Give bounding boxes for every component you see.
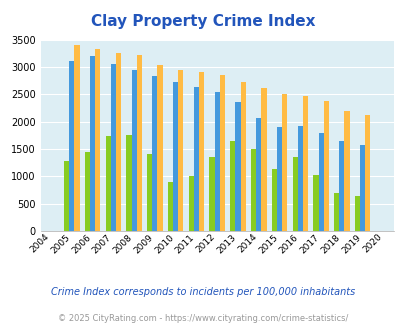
Bar [333, 193, 339, 231]
Bar [131, 70, 136, 231]
Bar [219, 75, 224, 231]
Bar [359, 145, 364, 231]
Text: Crime Index corresponds to incidents per 100,000 inhabitants: Crime Index corresponds to incidents per… [51, 287, 354, 297]
Text: © 2025 CityRating.com - https://www.cityrating.com/crime-statistics/: © 2025 CityRating.com - https://www.city… [58, 314, 347, 323]
Bar [198, 72, 204, 231]
Bar [313, 175, 318, 231]
Bar [116, 53, 121, 231]
Bar [302, 96, 307, 231]
Bar [256, 118, 261, 231]
Bar [178, 70, 183, 231]
Bar [297, 126, 302, 231]
Bar [167, 182, 173, 231]
Bar [250, 149, 256, 231]
Bar [111, 64, 116, 231]
Bar [240, 82, 245, 231]
Bar [271, 169, 276, 231]
Bar [261, 88, 266, 231]
Bar [74, 45, 79, 231]
Bar [126, 135, 131, 231]
Bar [235, 103, 240, 231]
Bar [323, 101, 328, 231]
Bar [354, 196, 359, 231]
Bar [147, 154, 152, 231]
Bar [281, 94, 287, 231]
Bar [64, 161, 69, 231]
Bar [364, 115, 369, 231]
Bar [292, 157, 297, 231]
Bar [276, 126, 281, 231]
Bar [230, 141, 235, 231]
Bar [209, 157, 214, 231]
Text: Clay Property Crime Index: Clay Property Crime Index [91, 14, 314, 29]
Bar [157, 65, 162, 231]
Bar [339, 141, 343, 231]
Bar [318, 133, 323, 231]
Bar [214, 92, 219, 231]
Bar [85, 152, 90, 231]
Bar [343, 111, 349, 231]
Bar [136, 55, 141, 231]
Bar [90, 56, 95, 231]
Bar [105, 136, 111, 231]
Bar [193, 87, 198, 231]
Bar [69, 61, 74, 231]
Bar [173, 82, 178, 231]
Bar [95, 49, 100, 231]
Bar [188, 176, 193, 231]
Bar [152, 76, 157, 231]
